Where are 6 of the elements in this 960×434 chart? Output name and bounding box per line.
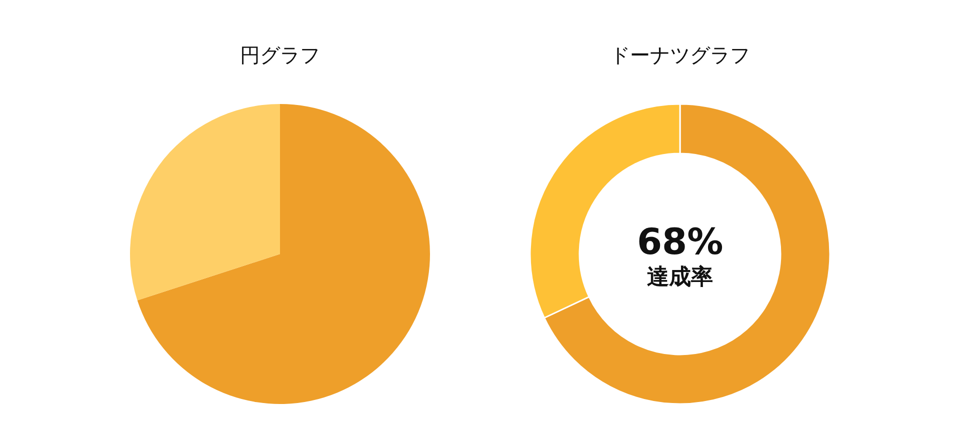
text: 68% (637, 222, 724, 263)
pie-slice (130, 104, 280, 300)
text: 達成率 (647, 264, 713, 290)
chart-title: 円グラフ (240, 43, 320, 67)
chart-title: ドーナツグラフ (610, 43, 750, 67)
pie-slice (137, 104, 430, 404)
